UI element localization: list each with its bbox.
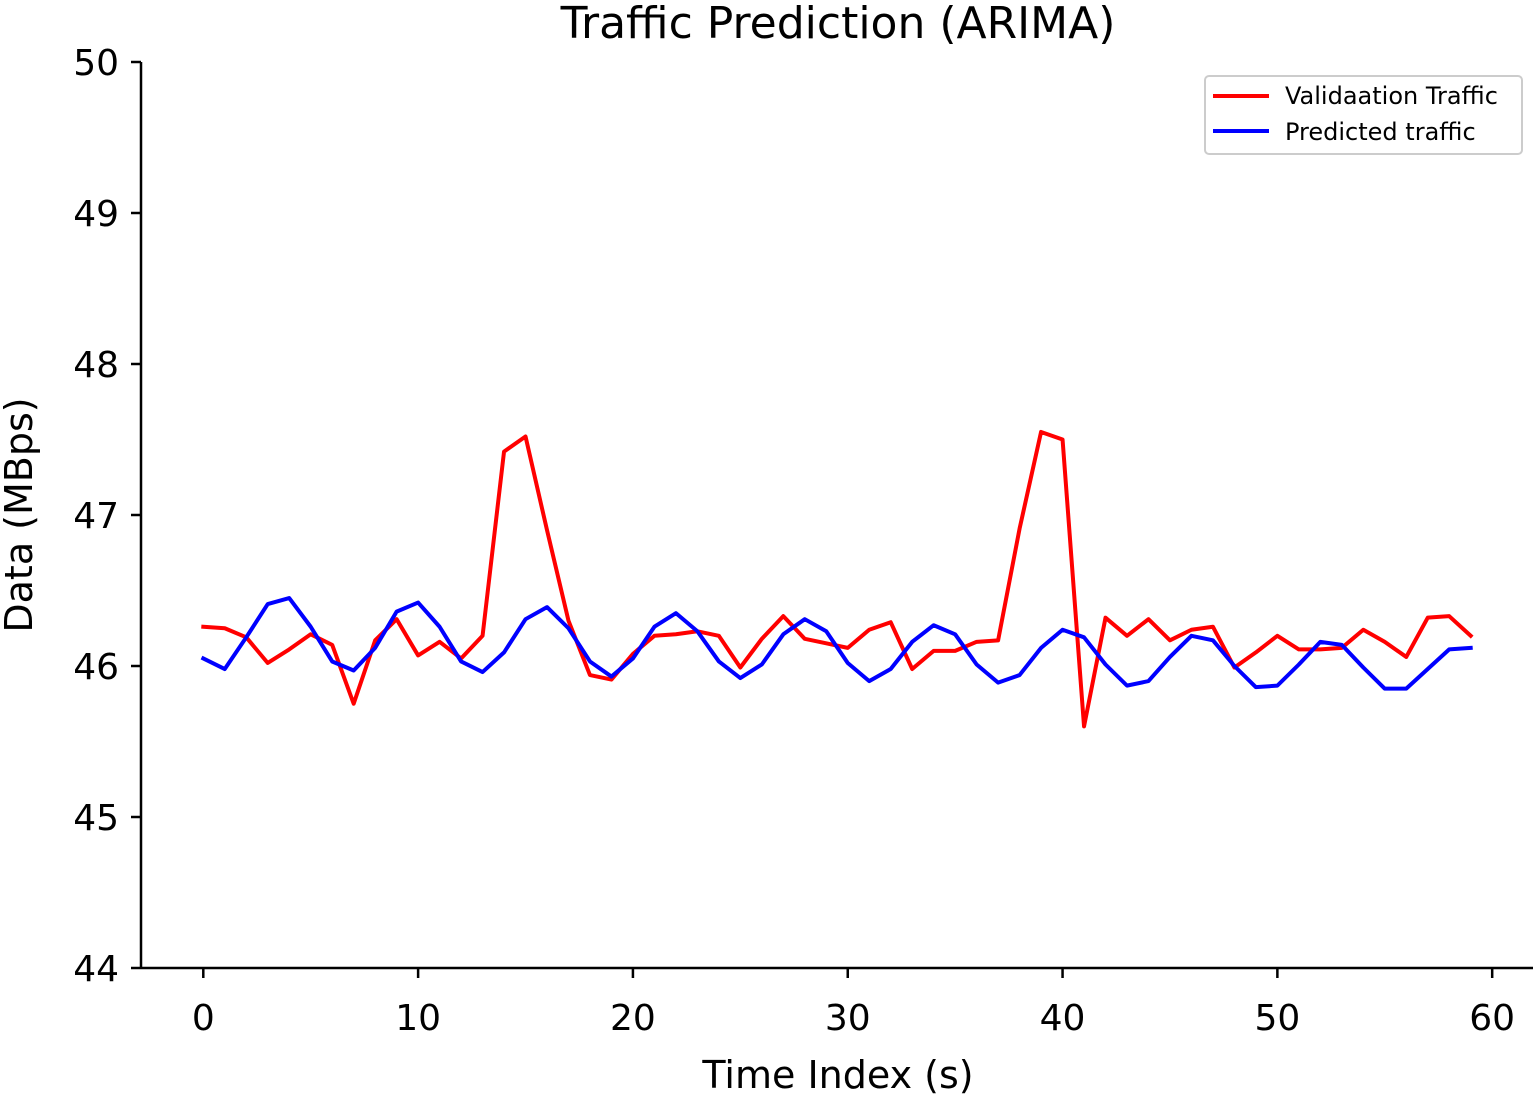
y-tick-label: 48 [73,345,119,386]
y-tick-label: 44 [73,949,119,990]
x-tick-label: 50 [1254,998,1300,1039]
x-tick-label: 10 [395,998,441,1039]
y-tick-label: 49 [73,194,119,235]
legend: Validaation Traffic Predicted traffic [1204,75,1523,155]
y-axis-label: Data (MBps) [0,397,41,632]
legend-box [1204,75,1523,155]
y-tick-label: 45 [73,798,119,839]
x-axis-label: Time Index (s) [701,1053,973,1097]
y-tick-label: 50 [73,43,119,84]
x-tick-label: 40 [1040,998,1086,1039]
chart-title: Traffic Prediction (ARIMA) [560,0,1116,49]
legend-label-validation: Validaation Traffic [1285,82,1498,110]
y-tick-label: 47 [73,496,119,537]
series-line-1 [200,596,1473,691]
x-tick-label: 30 [825,998,871,1039]
x-tick-label: 0 [192,998,215,1039]
legend-label-predicted: Predicted traffic [1285,118,1476,146]
x-tick-label: 20 [610,998,656,1039]
y-tick-label: 46 [73,647,119,688]
axes-layer: 0 10 20 30 40 50 60 44 45 46 47 48 49 50 [73,43,1533,1039]
series-layer [200,429,1474,729]
x-tick-label: 60 [1469,998,1515,1039]
